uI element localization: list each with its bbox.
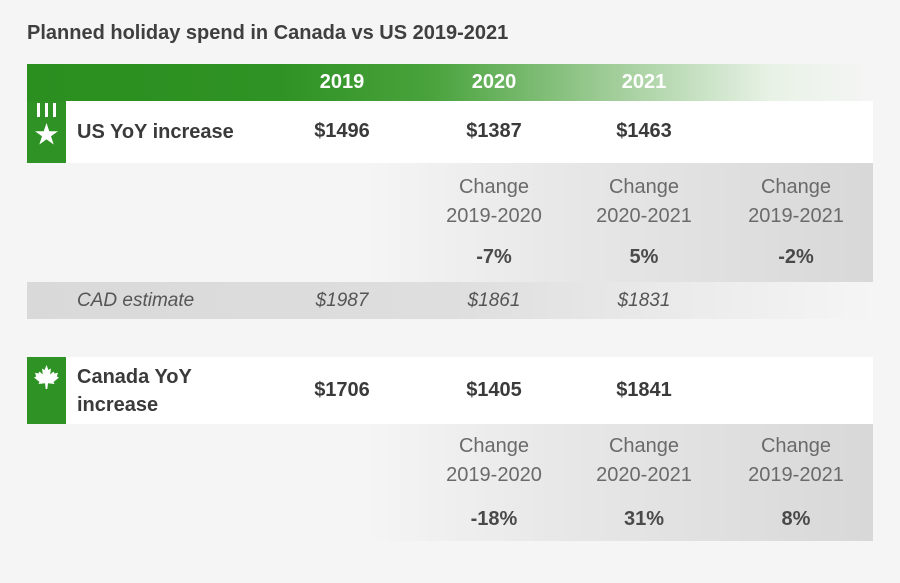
change-label-line2: 2019-2020: [446, 464, 542, 486]
us-change-value-2019-2021: -2%: [778, 246, 814, 268]
change-label-line1: Change: [458, 176, 530, 198]
cad-estimate-label: CAD estimate: [77, 290, 195, 311]
column-header-2020: 2020: [471, 71, 517, 93]
canada-change-value-2020-2021: 31%: [623, 508, 665, 530]
canada-value-2021: $1841: [616, 379, 672, 401]
canada-change-value-2019-2021: 8%: [781, 508, 811, 530]
canada-label-line1: Canada YoY: [77, 366, 192, 388]
us-change-label-2019-2021: Change 2019-2021: [726, 173, 866, 231]
us-value-2019: $1496: [314, 120, 370, 142]
us-flag-icon: [27, 101, 66, 163]
us-change-label-2019-2020: Change 2019-2020: [424, 173, 564, 231]
canada-value-2020: $1405: [466, 379, 522, 401]
change-label-line1: Change: [608, 176, 680, 198]
canada-change-label-2020-2021: Change 2020-2021: [574, 432, 714, 490]
canada-yoy-row: Canada YoY increase $1706 $1405 $1841: [27, 357, 873, 424]
canada-change-label-2019-2021: Change 2019-2021: [726, 432, 866, 490]
change-label-line2: 2020-2021: [596, 464, 692, 486]
year-header-band: 2019 2020 2021: [27, 64, 873, 101]
change-label-line2: 2020-2021: [596, 205, 692, 227]
us-value-2020: $1387: [466, 120, 522, 142]
change-label-line2: 2019-2020: [446, 205, 542, 227]
cad-value-2019: $1987: [315, 290, 369, 311]
change-label-line2: 2019-2021: [748, 464, 844, 486]
maple-leaf-icon: [27, 357, 66, 424]
canada-change-block: Change 2019-2020 Change 2020-2021 Change…: [27, 424, 873, 541]
change-label-line1: Change: [760, 435, 832, 457]
change-label-line2: 2019-2021: [748, 205, 844, 227]
us-yoy-row: US YoY increase $1496 $1387 $1463: [27, 101, 873, 163]
canada-value-2019: $1706: [314, 379, 370, 401]
column-header-2019: 2019: [319, 71, 365, 93]
cad-value-2020: $1861: [467, 290, 521, 311]
column-header-2021: 2021: [621, 71, 667, 93]
cad-estimate-row: CAD estimate $1987 $1861 $1831: [27, 282, 873, 319]
us-change-block: Change 2019-2020 Change 2020-2021 Change…: [27, 163, 873, 282]
us-change-value-2019-2020: -7%: [476, 246, 512, 268]
canada-row-label: Canada YoY increase: [77, 363, 192, 419]
chart-title: Planned holiday spend in Canada vs US 20…: [27, 22, 509, 44]
us-change-value-2020-2021: 5%: [629, 246, 659, 268]
cad-value-2021: $1831: [617, 290, 671, 311]
us-row-label: US YoY increase: [77, 121, 234, 143]
change-label-line1: Change: [608, 435, 680, 457]
us-change-label-2020-2021: Change 2020-2021: [574, 173, 714, 231]
change-label-line1: Change: [458, 435, 530, 457]
us-value-2021: $1463: [616, 120, 672, 142]
canada-change-label-2019-2020: Change 2019-2020: [424, 432, 564, 490]
canada-label-line2: increase: [77, 394, 159, 416]
change-label-line1: Change: [760, 176, 832, 198]
canada-change-value-2019-2020: -18%: [470, 508, 518, 530]
